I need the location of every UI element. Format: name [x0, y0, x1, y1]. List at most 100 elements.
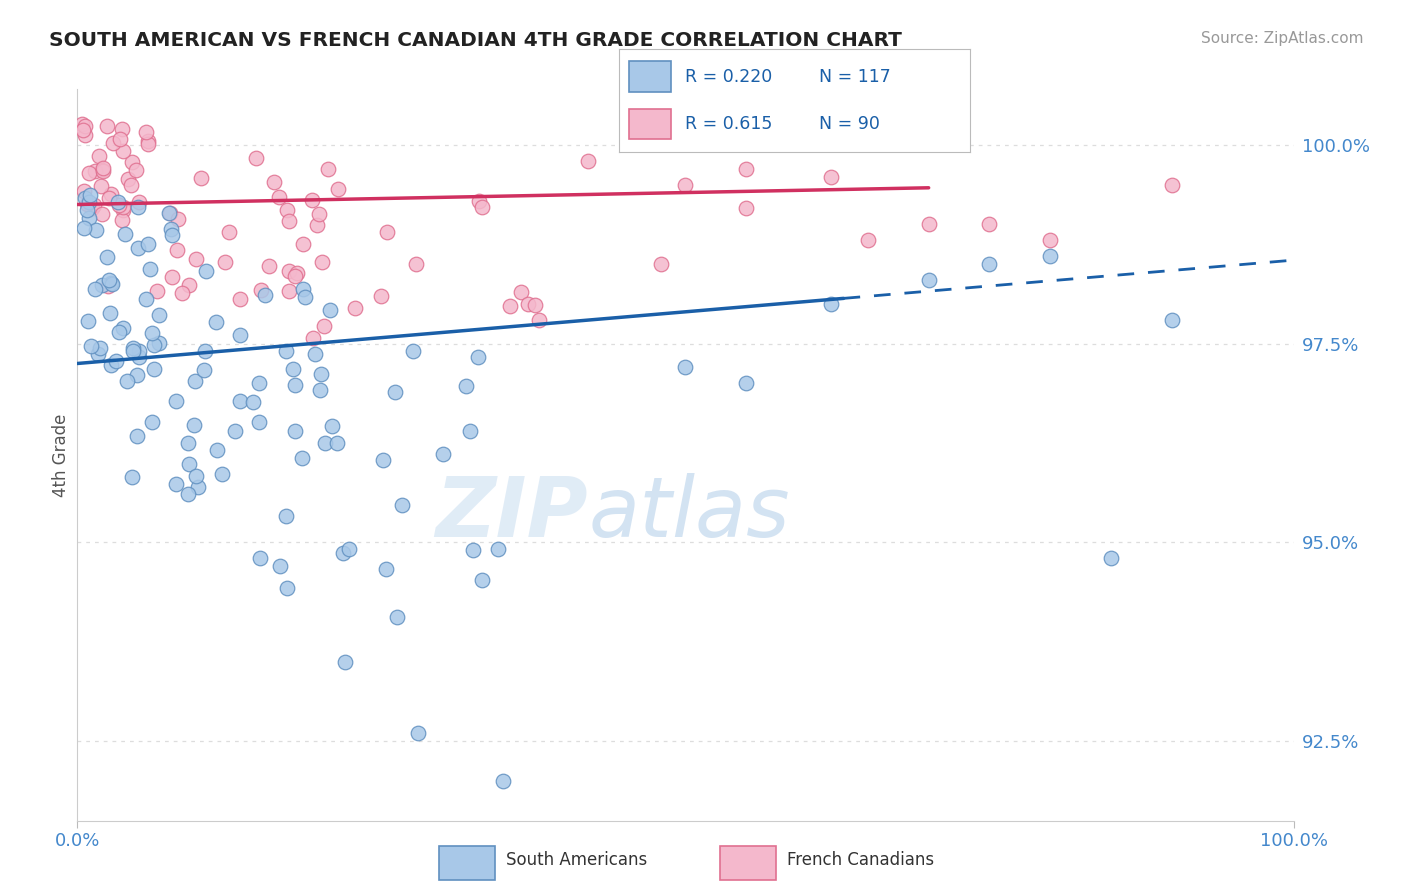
Point [384, 384, 406, 399]
Point [576, 153, 599, 168]
Point [375, 562, 398, 576]
Point [249, 551, 271, 566]
Point [101, 136, 124, 151]
Point [100, 277, 122, 291]
Point [274, 343, 297, 358]
Point [263, 175, 285, 189]
Point [194, 343, 217, 358]
Text: R = 0.615: R = 0.615 [686, 115, 773, 133]
Point [77, 211, 100, 225]
Point [84, 223, 107, 237]
Point [1161, 312, 1184, 326]
Point [79, 195, 101, 210]
Point [278, 263, 301, 277]
Text: R = 0.220: R = 0.220 [686, 68, 773, 86]
Point [127, 429, 149, 443]
Point [83, 198, 105, 212]
Point [167, 211, 190, 226]
Point [108, 198, 131, 212]
Text: atlas: atlas [588, 473, 790, 554]
Point [820, 297, 842, 311]
Point [112, 202, 135, 217]
Point [136, 134, 159, 148]
Point [344, 301, 367, 316]
Point [135, 125, 157, 139]
Point [72, 123, 94, 137]
Point [1099, 551, 1122, 566]
Point [111, 212, 134, 227]
Point [276, 203, 298, 218]
Point [121, 470, 143, 484]
Point [172, 286, 194, 301]
Point [370, 289, 392, 303]
Point [122, 341, 145, 355]
Point [148, 335, 170, 350]
FancyBboxPatch shape [630, 109, 672, 139]
Point [249, 376, 271, 390]
Point [301, 193, 323, 207]
Point [224, 424, 246, 438]
Point [278, 214, 301, 228]
Point [291, 451, 314, 466]
Point [318, 302, 340, 317]
Point [856, 233, 879, 247]
Point [979, 218, 1001, 232]
Point [247, 416, 270, 430]
Point [471, 200, 494, 214]
Point [204, 315, 226, 329]
Point [96, 250, 118, 264]
Point [371, 453, 394, 467]
Point [100, 187, 122, 202]
Point [461, 542, 484, 557]
Point [454, 379, 477, 393]
Point [83, 164, 105, 178]
Point [111, 122, 134, 136]
Point [406, 726, 429, 740]
Point [337, 541, 360, 556]
Point [177, 487, 200, 501]
Point [193, 362, 215, 376]
Point [516, 296, 538, 310]
Point [979, 257, 1001, 271]
Point [120, 178, 142, 192]
Point [229, 393, 252, 408]
Point [146, 284, 169, 298]
Point [105, 354, 128, 368]
Point [190, 170, 212, 185]
Point [211, 467, 233, 481]
Point [87, 149, 110, 163]
Point [735, 376, 758, 391]
Point [242, 395, 264, 409]
Point [183, 418, 205, 433]
Point [250, 283, 273, 297]
Point [328, 182, 350, 196]
Point [112, 200, 135, 214]
Point [101, 277, 124, 292]
Point [332, 546, 354, 560]
Point [269, 190, 291, 204]
Point [121, 343, 143, 358]
Point [157, 205, 180, 219]
Point [207, 442, 229, 457]
Point [467, 350, 489, 364]
Point [141, 326, 163, 340]
Point [735, 161, 758, 176]
Text: N = 90: N = 90 [818, 115, 880, 133]
Point [316, 161, 339, 176]
Point [72, 117, 94, 131]
Point [160, 222, 183, 236]
Point [166, 243, 188, 257]
Point [1161, 178, 1184, 192]
Point [292, 237, 315, 252]
Point [160, 269, 183, 284]
Point [918, 273, 941, 287]
Point [98, 306, 121, 320]
Point [285, 266, 308, 280]
Text: N = 117: N = 117 [818, 68, 891, 86]
Text: SOUTH AMERICAN VS FRENCH CANADIAN 4TH GRADE CORRELATION CHART: SOUTH AMERICAN VS FRENCH CANADIAN 4TH GR… [49, 31, 903, 50]
Point [75, 120, 97, 134]
Point [139, 262, 162, 277]
Text: Source: ZipAtlas.com: Source: ZipAtlas.com [1201, 31, 1364, 46]
Point [471, 574, 494, 588]
Point [187, 480, 209, 494]
